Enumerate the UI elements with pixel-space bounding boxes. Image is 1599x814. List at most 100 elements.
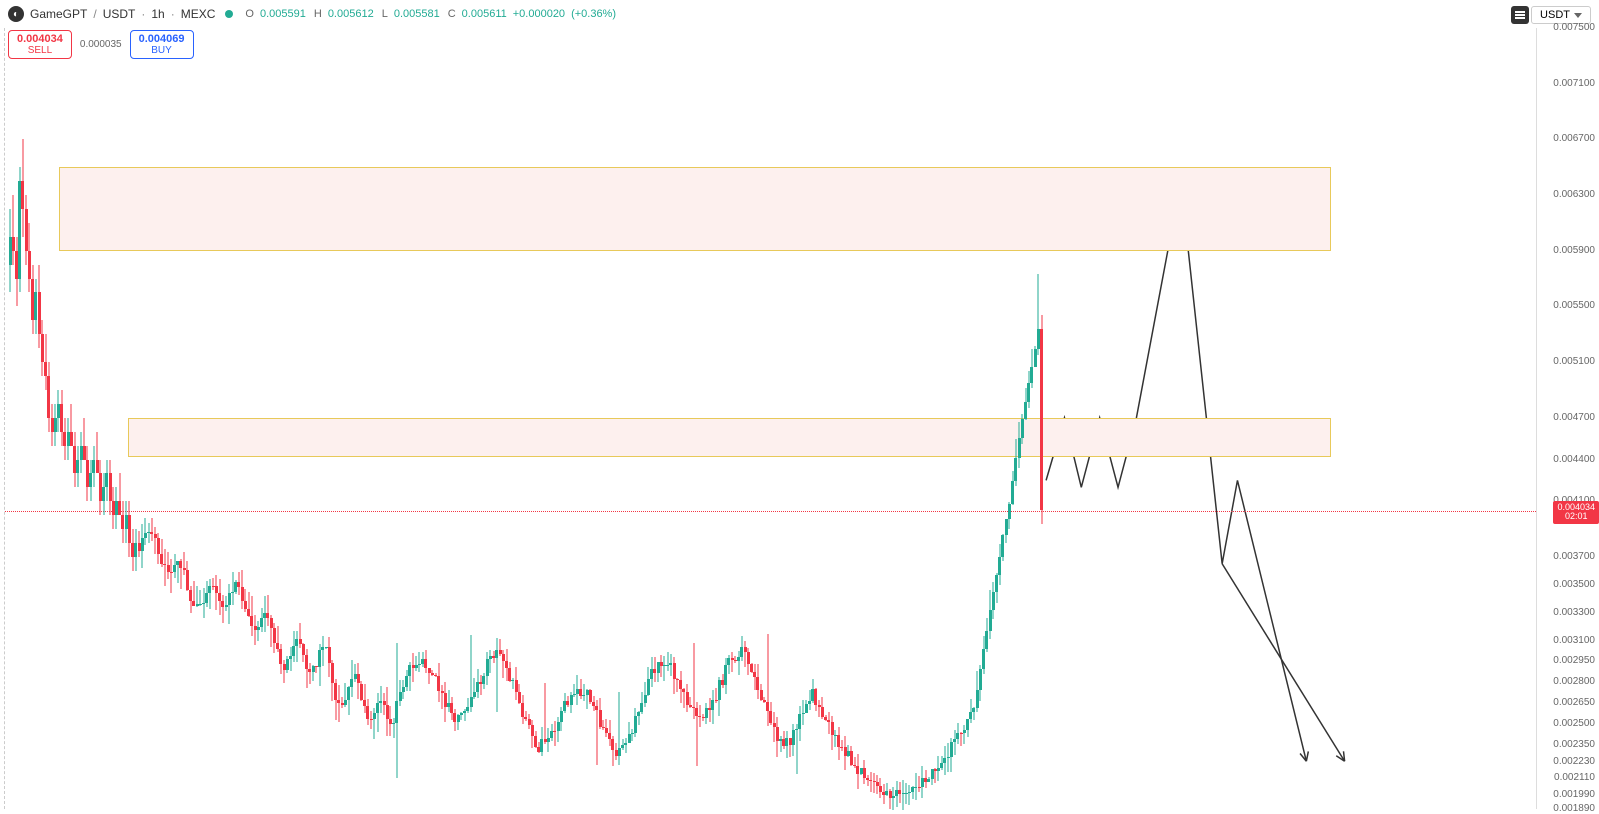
candle (190, 586, 191, 613)
candle (767, 634, 768, 726)
ohlc-o-value: 0.005591 (260, 8, 306, 20)
price-zone[interactable] (128, 418, 1331, 457)
candle (71, 404, 72, 446)
symbol-name[interactable]: GameGPT (30, 7, 87, 21)
y-tick: 0.003300 (1553, 607, 1595, 618)
candle (874, 773, 875, 793)
candle (1006, 519, 1007, 542)
candle (799, 706, 800, 741)
candle (645, 682, 646, 707)
candle (857, 754, 858, 789)
candle (503, 650, 504, 678)
candle (1015, 439, 1016, 486)
candle (1019, 422, 1020, 468)
candle (226, 596, 227, 612)
candle (993, 582, 994, 620)
candle (880, 778, 881, 799)
candle (358, 663, 359, 699)
candle (271, 615, 272, 647)
separator: / (93, 7, 96, 21)
candle (197, 586, 198, 607)
candle (61, 390, 62, 446)
candle (32, 265, 33, 335)
candle (45, 334, 46, 390)
candle (706, 703, 707, 725)
candle (387, 687, 388, 736)
candle (422, 652, 423, 667)
candle (419, 652, 420, 672)
candle (825, 715, 826, 721)
y-axis[interactable]: 0.0075000.0071000.0067000.0063000.005900… (1537, 28, 1599, 809)
candle (64, 418, 65, 460)
candle (732, 652, 733, 672)
timeframe[interactable]: 1h (151, 7, 164, 21)
chart-area[interactable] (4, 28, 1537, 809)
candle (574, 684, 575, 697)
candle (999, 544, 1000, 585)
candle (458, 714, 459, 730)
buy-button[interactable]: 0.004069 BUY (130, 30, 194, 59)
exchange: MEXC (181, 7, 216, 21)
y-tick: 0.005100 (1553, 356, 1595, 367)
candle (506, 649, 507, 681)
candle (986, 618, 987, 652)
candle (445, 682, 446, 722)
candle (851, 746, 852, 766)
candle (722, 674, 723, 688)
sell-button[interactable]: 0.004034 SELL (8, 30, 72, 59)
candle (367, 699, 368, 725)
candle (68, 418, 69, 460)
candle (596, 700, 597, 765)
quote-currency: USDT (103, 7, 136, 21)
candle (928, 777, 929, 783)
candle (977, 671, 978, 712)
price-zone[interactable] (59, 167, 1331, 251)
candle (790, 738, 791, 757)
projection-line[interactable] (1046, 181, 1306, 761)
candle (158, 533, 159, 564)
y-tick: 0.002800 (1553, 676, 1595, 687)
candle (10, 209, 11, 293)
candle (899, 782, 900, 803)
candle (983, 636, 984, 674)
candle (200, 590, 201, 606)
projection-line[interactable] (1222, 564, 1344, 761)
candle (577, 675, 578, 705)
candle (780, 736, 781, 752)
candle (238, 572, 239, 594)
candle (319, 644, 320, 687)
candle (764, 697, 765, 703)
candle (151, 518, 152, 541)
candle (864, 760, 865, 785)
candle (890, 789, 891, 809)
candle (832, 716, 833, 751)
candle (915, 773, 916, 799)
candle (122, 501, 123, 543)
candle (435, 673, 436, 676)
candle (316, 666, 317, 673)
candle (667, 652, 668, 670)
candle (261, 608, 262, 632)
candle (290, 647, 291, 671)
candle (219, 579, 220, 615)
candle (496, 638, 497, 712)
ohlc-pct: (+0.36%) (571, 8, 616, 20)
separator: · (171, 7, 175, 21)
candle (351, 660, 352, 696)
candle (516, 667, 517, 700)
candle (174, 554, 175, 578)
candle (425, 650, 426, 673)
y-tick: 0.004700 (1553, 412, 1595, 423)
candle (119, 473, 120, 515)
candle (384, 693, 385, 715)
candle (390, 706, 391, 736)
candle (532, 720, 533, 748)
candle (448, 690, 449, 712)
candle (812, 679, 813, 703)
candle (622, 739, 623, 750)
candle (519, 684, 520, 703)
candle (429, 668, 430, 684)
candle (106, 460, 107, 502)
candle (541, 727, 542, 756)
candle (400, 680, 401, 706)
